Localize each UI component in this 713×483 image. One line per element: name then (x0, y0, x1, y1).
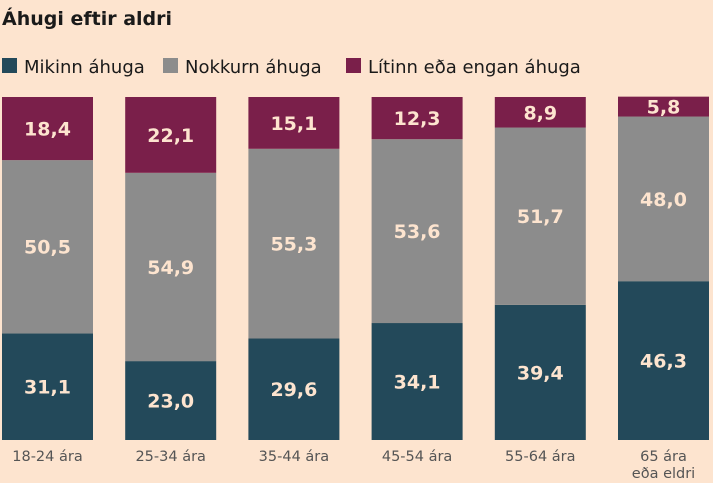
bar-segment (2, 160, 93, 334)
bar-segment (248, 338, 340, 440)
data-label: 8,9 (523, 102, 557, 124)
bar-segment (371, 97, 463, 140)
data-label: 12,3 (394, 108, 441, 130)
legend-label: Mikinn áhuga (24, 57, 145, 78)
bar-segment (494, 304, 586, 440)
data-label: 51,7 (517, 206, 564, 228)
data-label: 54,9 (147, 257, 194, 279)
data-label: 18,4 (24, 119, 71, 141)
bar-segment (125, 361, 217, 440)
category-label: 25-34 ára (135, 449, 205, 465)
bar-segment (371, 323, 463, 440)
data-label: 48,0 (640, 189, 687, 211)
bar-segment (371, 139, 463, 324)
category-label: 45-54 ára (382, 449, 452, 465)
bar-segment (618, 96, 709, 117)
bar-segment (2, 333, 93, 440)
bars: 31,1 50,5 18,4 23,0 54,9 22,1 29,6 55,3 15,1 34,1… (2, 97, 709, 440)
data-label: 46,3 (640, 351, 687, 373)
data-label: 31,1 (24, 377, 71, 399)
data-label: 22,1 (147, 125, 194, 147)
chart-title: Áhugi eftir aldri (2, 7, 172, 30)
bar-segment (248, 148, 340, 339)
legend: Mikinn áhuga Nokkurn áhuga Lítinn eða enga… (2, 57, 581, 78)
bar-segment (618, 281, 709, 440)
data-label: 53,6 (394, 221, 441, 243)
bar-segment (494, 127, 586, 305)
legend-swatch (163, 58, 178, 73)
data-label: 50,5 (24, 237, 71, 259)
legend-label: Lítinn eða engan áhuga (368, 57, 581, 78)
data-label: 55,3 (270, 234, 317, 256)
data-label: 15,1 (270, 113, 317, 135)
data-label: 39,4 (517, 362, 564, 384)
bar-segment (618, 116, 709, 282)
legend-swatch (346, 58, 361, 73)
category-label: 35-44 ára (259, 449, 329, 465)
bar-segment (125, 172, 217, 362)
data-label: 34,1 (394, 372, 441, 394)
category-label: 18-24 ára (12, 449, 82, 465)
category-labels: 18-24 ára 25-34 ára 35-44 ára 45-54 ára 55-6… (12, 449, 695, 482)
data-label: 29,6 (270, 379, 317, 401)
category-label: eða eldri (632, 466, 695, 482)
legend-swatch (2, 58, 17, 73)
bar-segment (125, 97, 217, 173)
bar-segment (248, 97, 340, 149)
category-label: 55-64 ára (505, 449, 575, 465)
bar-segment (494, 97, 586, 128)
legend-label: Nokkurn áhuga (185, 57, 322, 78)
bar-segment (2, 97, 93, 161)
data-label: 23,0 (147, 391, 194, 413)
category-label: 65 ára (640, 449, 687, 465)
data-label: 5,8 (647, 97, 681, 119)
